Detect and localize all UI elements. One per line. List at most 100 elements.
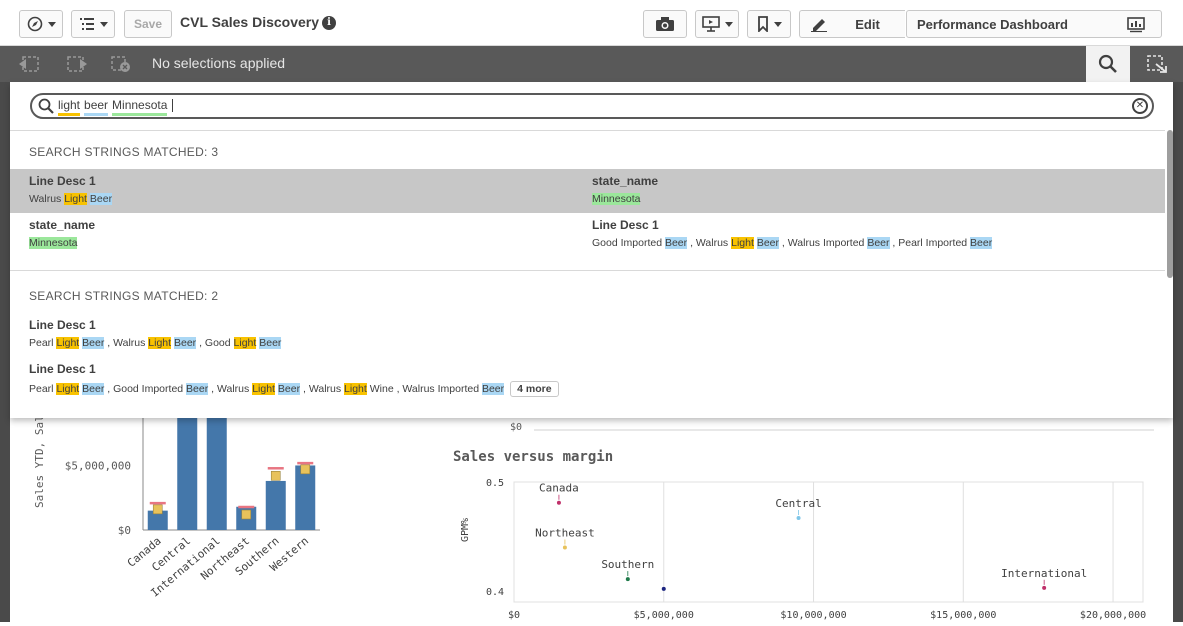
x-tick-label: $10,000,000 bbox=[780, 610, 846, 621]
match-highlight: Light bbox=[148, 337, 172, 349]
scrollbar[interactable] bbox=[1167, 130, 1173, 278]
snapshot-button[interactable] bbox=[643, 10, 687, 38]
divider bbox=[10, 270, 1165, 271]
result-values: Walrus Light Beer bbox=[29, 193, 113, 205]
match-highlight: Light bbox=[252, 383, 275, 395]
smart-search-panel: light beer Minnesota ✕ SEARCH STRINGS MA… bbox=[10, 82, 1173, 418]
bar bbox=[177, 416, 198, 530]
y-tick-label: $0 bbox=[118, 524, 131, 537]
match-highlight: Minnesota bbox=[29, 237, 78, 249]
search-query[interactable]: light beer Minnesota bbox=[58, 98, 174, 116]
target-marker bbox=[241, 509, 252, 520]
x-tick-label: $5,000,000 bbox=[634, 610, 694, 621]
search-result[interactable]: Line Desc 1 Good Imported Beer , Walrus … bbox=[592, 213, 1152, 257]
point-label: Southern bbox=[601, 558, 654, 571]
search-result[interactable]: state_name Minnesota bbox=[592, 169, 1152, 213]
edit-button[interactable]: Edit bbox=[799, 10, 905, 38]
match-highlight: Beer bbox=[756, 237, 779, 249]
global-menu-button[interactable] bbox=[71, 10, 115, 38]
match-highlight: Beer bbox=[82, 383, 105, 395]
chevron-down-icon bbox=[47, 21, 56, 27]
scatter-chart-panel[interactable]: $0 Sales versus margin $0 $5,000,000 $10,000… bbox=[434, 418, 1173, 622]
clear-search-icon[interactable]: ✕ bbox=[1132, 98, 1148, 114]
plot-area bbox=[513, 481, 1144, 603]
search-input[interactable]: light beer Minnesota ✕ bbox=[30, 93, 1154, 119]
scatter-point bbox=[661, 586, 666, 591]
result-field-name: state_name bbox=[592, 174, 659, 188]
sheet-selector[interactable]: Performance Dashboard bbox=[906, 10, 1162, 38]
more-values-button[interactable]: 4 more bbox=[510, 381, 559, 397]
story-button[interactable] bbox=[695, 10, 739, 38]
scatter-point bbox=[1042, 585, 1047, 590]
match-highlight: Light bbox=[56, 383, 80, 395]
result-field-name: Line Desc 1 bbox=[592, 218, 659, 232]
search-result[interactable]: Line Desc 1 Pearl Light Beer , Walrus Li… bbox=[29, 313, 1149, 357]
result-row-highlight bbox=[10, 169, 1165, 213]
search-result[interactable]: Line Desc 1 Walrus Light Beer bbox=[29, 169, 579, 213]
sheets-icon bbox=[1127, 17, 1145, 33]
target-marker bbox=[300, 464, 311, 475]
point-label: International bbox=[1001, 567, 1087, 580]
value-text: , Walrus Imported bbox=[779, 237, 868, 249]
bar bbox=[206, 416, 227, 530]
result-values: Pearl Light Beer , Good Imported Beer , … bbox=[29, 381, 559, 397]
match-highlight: Beer bbox=[664, 237, 688, 249]
clear-selections-icon[interactable] bbox=[110, 55, 132, 73]
result-field-name: Line Desc 1 bbox=[29, 362, 96, 376]
app-title: CVL Sales Discovery bbox=[180, 14, 320, 30]
match-highlight: Beer bbox=[173, 337, 197, 349]
match-highlight: Minnesota bbox=[592, 193, 641, 205]
match-highlight: Beer bbox=[970, 237, 993, 249]
value-text: , Walrus bbox=[300, 383, 345, 395]
group-header: SEARCH STRINGS MATCHED: 2 bbox=[29, 289, 219, 303]
point-label: Canada bbox=[539, 482, 579, 495]
save-button[interactable]: Save bbox=[124, 10, 172, 38]
match-highlight: Beer bbox=[186, 383, 209, 395]
chart-title: Sales versus margin bbox=[453, 449, 613, 465]
navigation-menu-button[interactable] bbox=[19, 10, 63, 38]
edit-label: Edit bbox=[855, 16, 880, 32]
value-text: Pearl bbox=[29, 383, 57, 395]
search-result[interactable]: state_name Minnesota bbox=[29, 213, 579, 257]
value-text: , Walrus bbox=[687, 237, 732, 249]
bookmark-icon bbox=[757, 16, 768, 32]
match-highlight: Beer bbox=[259, 337, 282, 349]
search-result[interactable]: Line Desc 1 Pearl Light Beer , Good Impo… bbox=[29, 357, 1149, 401]
match-highlight: Light bbox=[233, 337, 257, 349]
match-highlight: Beer bbox=[481, 383, 505, 395]
value-text: Walrus bbox=[29, 193, 65, 205]
info-icon[interactable]: i bbox=[322, 16, 336, 30]
group-header: SEARCH STRINGS MATCHED: 3 bbox=[29, 145, 219, 159]
target-line-marker bbox=[238, 505, 255, 509]
match-highlight: Beer bbox=[867, 237, 890, 249]
value-text: , Walrus bbox=[104, 337, 149, 349]
presentation-icon bbox=[701, 16, 720, 32]
bar bbox=[295, 465, 316, 530]
value-text: , Good Imported bbox=[104, 383, 187, 395]
bookmark-button[interactable] bbox=[747, 10, 791, 38]
step-back-icon[interactable] bbox=[18, 55, 40, 73]
sheet-frame-right bbox=[1173, 82, 1183, 622]
target-marker bbox=[270, 470, 281, 481]
target-line-marker bbox=[267, 467, 284, 470]
scatter-point bbox=[562, 545, 567, 550]
search-term: Minnesota bbox=[112, 98, 168, 116]
text-cursor bbox=[172, 99, 174, 112]
y-tick-label: 0.4 bbox=[486, 587, 504, 598]
selections-bar: No selections applied bbox=[0, 46, 1183, 82]
match-highlight: Light bbox=[56, 337, 80, 349]
target-line-marker bbox=[297, 461, 314, 465]
bar bbox=[265, 480, 286, 530]
selection-expand-icon bbox=[1147, 55, 1167, 73]
y-axis-title: GPM% bbox=[460, 518, 471, 542]
selection-tool-button[interactable] bbox=[1131, 46, 1183, 82]
scatter-chart[interactable]: $0 Sales versus margin $0 $5,000,000 $10,000… bbox=[434, 418, 1173, 622]
match-highlight: Light bbox=[64, 193, 87, 205]
camera-icon bbox=[656, 17, 674, 31]
y-tick-label: $5,000,000 bbox=[65, 459, 131, 472]
divider bbox=[10, 130, 1165, 131]
step-forward-icon[interactable] bbox=[66, 55, 88, 73]
smart-search-button[interactable] bbox=[1086, 46, 1130, 82]
